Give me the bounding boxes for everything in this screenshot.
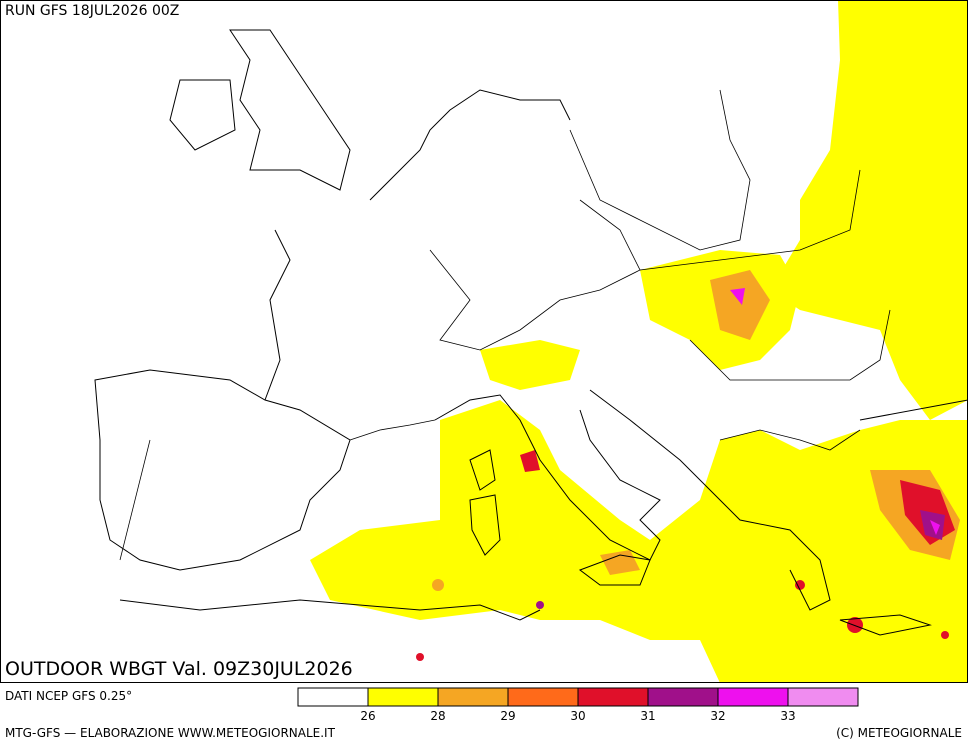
legend-swatch (788, 688, 858, 706)
legend-label: 32 (710, 709, 725, 723)
legend-swatch (718, 688, 788, 706)
legend-swatch (368, 688, 438, 706)
legend-swatch (648, 688, 718, 706)
legend-swatch (298, 688, 368, 706)
run-label: RUN GFS 18JUL2026 00Z (5, 3, 179, 19)
source-label: DATI NCEP GFS 0.25° (5, 689, 132, 703)
legend-swatch (578, 688, 648, 706)
credit-label: MTG-GFS — ELABORAZIONE WWW.METEOGIORNALE… (5, 726, 336, 740)
legend-swatch (438, 688, 508, 706)
copyright-label: (C) METEOGIORNALE (836, 726, 962, 740)
legend-swatch (508, 688, 578, 706)
legend-label: 26 (360, 709, 375, 723)
legend-label: 31 (640, 709, 655, 723)
legend-label: 33 (780, 709, 795, 723)
legend-label: 28 (430, 709, 445, 723)
legend-label: 29 (500, 709, 515, 723)
legend-label: 30 (570, 709, 585, 723)
map-title: OUTDOOR WBGT Val. 09Z30JUL2026 (5, 658, 353, 680)
